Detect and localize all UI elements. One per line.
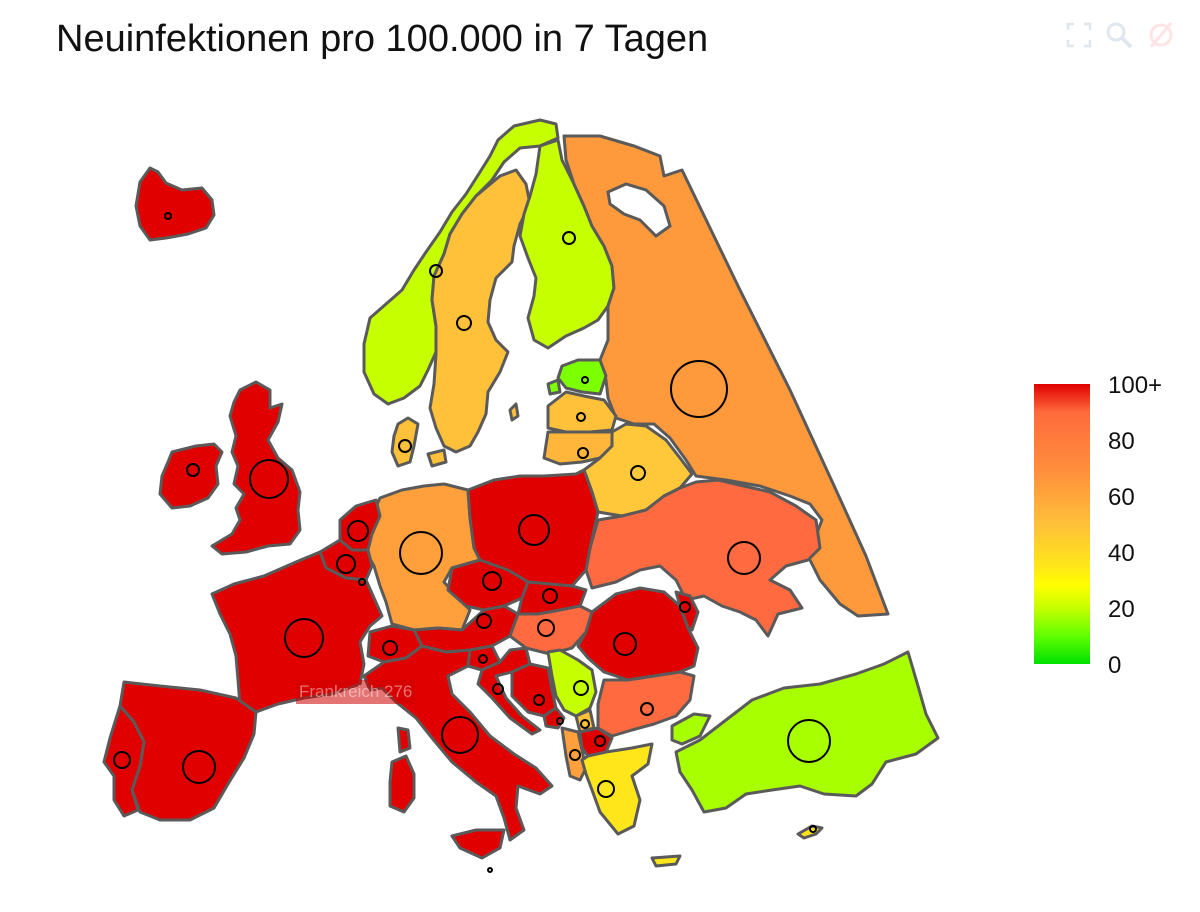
marker-ukraine[interactable]: [727, 541, 761, 575]
marker-portugal[interactable]: [113, 751, 131, 769]
country-czechia[interactable]: [446, 558, 530, 612]
country-romania[interactable]: [576, 586, 700, 682]
country-italy-sicily[interactable]: [450, 828, 506, 860]
marker-france[interactable]: [284, 618, 324, 658]
country-russia[interactable]: [562, 134, 890, 618]
legend-tick-60: 60: [1108, 484, 1135, 511]
marker-romania[interactable]: [613, 632, 637, 656]
marker-czechia[interactable]: [482, 571, 502, 591]
reset-icon[interactable]: [1146, 20, 1176, 50]
marker-ireland[interactable]: [186, 463, 200, 477]
marker-cyprus[interactable]: [809, 825, 817, 833]
marker-luxembourg[interactable]: [358, 578, 366, 586]
marker-albania[interactable]: [569, 749, 581, 761]
country-sweden-gotland[interactable]: [508, 402, 520, 422]
legend-tick-20: 20: [1108, 596, 1135, 623]
marker-germany[interactable]: [399, 531, 443, 575]
marker-slovakia[interactable]: [542, 588, 558, 604]
country-estonia-saaremaa[interactable]: [546, 378, 562, 396]
marker-lithuania[interactable]: [577, 447, 589, 459]
marker-moldova[interactable]: [679, 601, 691, 613]
marker-spain[interactable]: [182, 750, 216, 784]
map-title: Neuinfektionen pro 100.000 in 7 Tagen: [56, 18, 709, 60]
marker-switzerland[interactable]: [382, 640, 398, 656]
marker-hungary[interactable]: [537, 619, 555, 637]
hover-tooltip: Frankreich 276: [296, 680, 416, 704]
country-uk[interactable]: [210, 380, 302, 556]
marker-denmark[interactable]: [398, 439, 412, 453]
country-bosnia[interactable]: [510, 662, 558, 718]
marker-uk[interactable]: [249, 459, 289, 499]
marker-austria[interactable]: [476, 613, 492, 629]
marker-russia[interactable]: [670, 360, 728, 418]
country-latvia[interactable]: [546, 390, 618, 434]
color-legend: 100+ 80 60 40 20 0: [1034, 372, 1194, 679]
marker-montenegro[interactable]: [556, 717, 564, 725]
marker-latvia[interactable]: [576, 412, 586, 422]
country-portugal[interactable]: [102, 704, 146, 818]
country-france[interactable]: [210, 550, 384, 714]
legend-tick-0: 0: [1108, 652, 1122, 679]
country-turkey-europe[interactable]: [670, 712, 712, 746]
marker-slovenia[interactable]: [478, 654, 488, 664]
marker-bosnia[interactable]: [533, 694, 545, 706]
country-serbia[interactable]: [546, 648, 598, 718]
marker-estonia[interactable]: [581, 376, 589, 384]
country-greece[interactable]: [580, 742, 654, 836]
zoom-icon[interactable]: [1104, 20, 1134, 50]
country-estonia[interactable]: [556, 358, 608, 396]
legend-tick-100plus: 100+: [1108, 372, 1163, 399]
marker-belgium[interactable]: [336, 554, 356, 574]
country-denmark-islands[interactable]: [426, 448, 448, 468]
marker-serbia[interactable]: [573, 680, 589, 696]
marker-sweden[interactable]: [456, 315, 472, 331]
legend-tick-80: 80: [1108, 428, 1135, 455]
marker-belarus[interactable]: [630, 465, 646, 481]
country-france-corsica[interactable]: [396, 726, 412, 754]
legend-colorbar: [1034, 384, 1090, 664]
autoscale-icon[interactable]: [1064, 20, 1094, 50]
country-denmark[interactable]: [390, 416, 420, 468]
marker-poland[interactable]: [518, 514, 550, 546]
country-norway[interactable]: [362, 118, 560, 406]
country-greece-crete[interactable]: [650, 854, 682, 868]
marker-finland[interactable]: [562, 231, 576, 245]
marker-norway[interactable]: [429, 264, 443, 278]
marker-kosovo[interactable]: [580, 719, 590, 729]
legend-tick-40: 40: [1108, 540, 1135, 567]
marker-malta[interactable]: [487, 867, 493, 873]
marker-bulgaria[interactable]: [640, 702, 654, 716]
country-iceland[interactable]: [134, 166, 216, 242]
marker-iceland[interactable]: [164, 212, 172, 220]
marker-greece[interactable]: [597, 780, 615, 798]
marker-italy[interactable]: [441, 716, 479, 754]
map-toolbar: [1062, 12, 1192, 58]
country-turkey[interactable]: [674, 650, 940, 814]
country-croatia[interactable]: [476, 646, 542, 736]
marker-netherlands[interactable]: [347, 520, 369, 542]
country-ukraine[interactable]: [584, 478, 822, 638]
marker-croatia[interactable]: [492, 683, 504, 695]
marker-north-macedonia[interactable]: [594, 735, 606, 747]
country-germany[interactable]: [362, 482, 482, 632]
marker-turkey[interactable]: [787, 719, 831, 763]
country-italy-sardinia[interactable]: [388, 754, 416, 814]
